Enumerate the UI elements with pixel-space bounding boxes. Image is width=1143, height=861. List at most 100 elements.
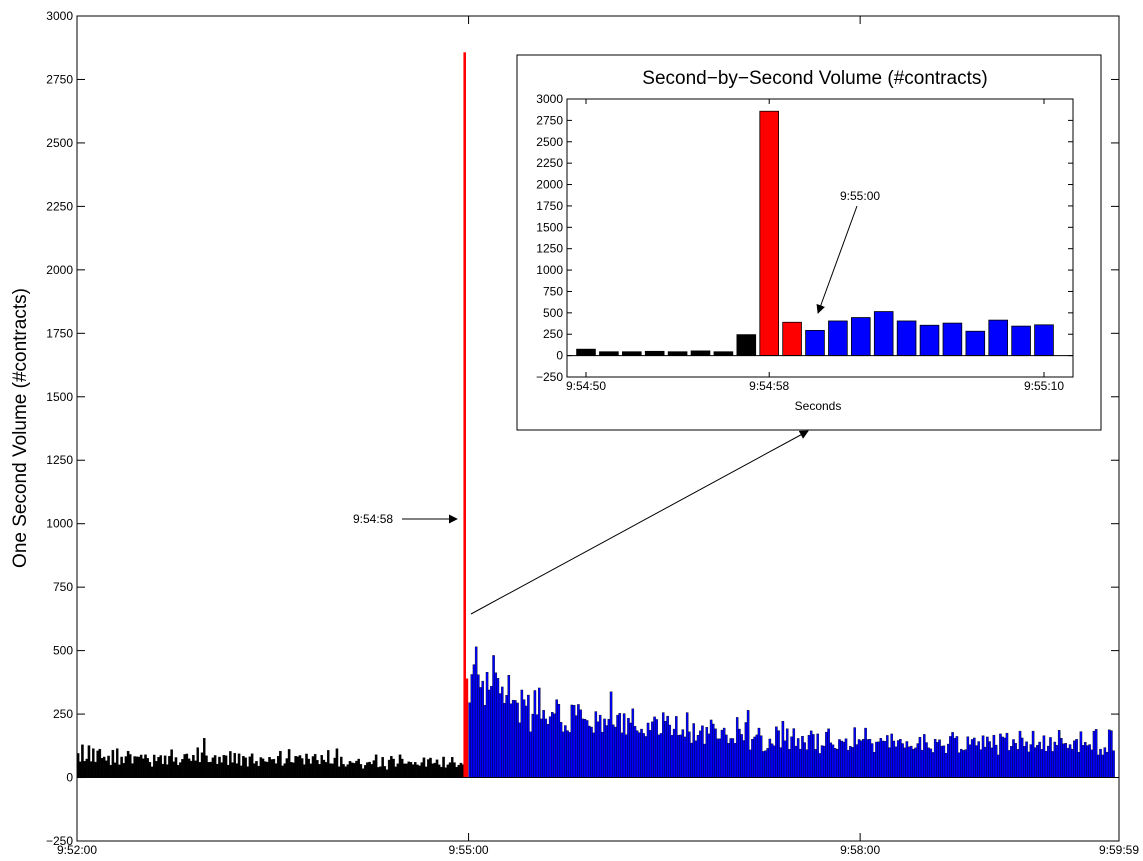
main-bar [966,736,970,778]
main-bar [827,728,830,778]
main-bar [1079,731,1083,778]
inset-bar [759,110,779,357]
main-bar [418,765,421,778]
main-bar [633,726,637,778]
main-bar [531,713,535,778]
main-y-tick-label: −250 [46,834,73,848]
main-bar [363,765,367,778]
zoom-arrow [470,430,809,615]
main-x-tick-label: 9:55:00 [449,843,489,857]
main-bar [372,760,376,778]
main-bar [729,738,732,778]
main-bar [1036,745,1039,778]
main-bar [340,756,343,778]
main-bar [849,746,852,778]
main-bar [98,748,102,778]
main-bar [644,736,648,778]
main-bar [601,731,604,778]
main-bar [257,765,260,778]
main-bar [509,703,513,778]
main-bar [648,730,652,778]
main-bar [746,710,750,778]
main-bar [886,735,889,778]
main-y-tick-label: 2750 [46,72,73,86]
inset-y-tick-label: 2000 [536,178,563,192]
main-bar [155,761,158,778]
main-bar [505,695,508,778]
main-bar [690,742,693,778]
main-bar [566,730,569,778]
inset-x-axis-label: Seconds [795,399,842,413]
main-bar [524,705,528,778]
main-bar [366,762,369,778]
main-bar [701,725,704,778]
main-bar [844,738,848,778]
main-bar [1068,744,1072,778]
main-bar [170,749,173,778]
main-bar [983,746,987,778]
inset-bar [851,317,871,357]
main-bar [990,747,994,778]
main-bar [309,763,313,778]
main-bar [437,764,441,778]
main-bar [168,756,171,778]
main-bar [403,763,406,778]
main-bar [653,716,656,778]
main-bar [494,672,498,778]
main-bar [1086,745,1089,778]
main-bar [307,758,310,778]
main-bar [866,739,870,778]
main-bar [590,726,593,778]
main-bar [250,753,254,778]
main-bar [857,739,861,778]
main-bar [818,753,822,778]
main-bar [172,761,176,778]
main-bar [553,713,556,778]
main-bar [551,712,554,778]
inset-y-tick-label: 2500 [536,135,563,149]
main-bar [785,728,789,778]
main-bar [946,743,950,778]
main-bar [640,728,643,778]
main-bar [300,758,304,778]
main-bar [964,749,967,778]
main-bar [735,717,739,778]
main-bar [951,732,954,778]
main-bar [259,757,263,778]
main-bar [825,731,828,778]
main-bar [270,759,273,778]
main-bar [137,756,141,778]
main-bar [120,756,123,778]
main-bar [1092,730,1096,778]
main-bar [557,704,561,778]
main-bar [675,716,678,778]
main-bar [733,743,737,778]
main-bar [1003,737,1007,778]
inset-y-tick-label: 1250 [536,242,563,256]
main-bar [570,704,574,778]
main-bar [1105,751,1109,778]
main-bar [1040,749,1044,778]
main-bar [318,764,321,778]
main-bar [881,740,885,778]
main-bar [126,750,130,778]
main-bar [607,718,611,778]
main-bar [498,693,502,778]
main-bar [790,736,793,778]
main-bar [890,733,893,778]
main-bar [246,766,250,778]
inset-bar [622,351,642,357]
inset-x-tick-label: 9:54:50 [566,379,606,393]
main-bar [799,748,802,778]
main-bar [764,750,767,778]
inset-bar [599,351,619,357]
main-bar [888,747,891,778]
main-bar [1073,740,1076,778]
main-bar [459,762,463,778]
main-bar [268,757,271,778]
main-bar [1055,745,1059,778]
main-bar [577,704,580,778]
main-bar [677,734,680,778]
main-bar [85,758,89,778]
main-bar [714,728,717,778]
